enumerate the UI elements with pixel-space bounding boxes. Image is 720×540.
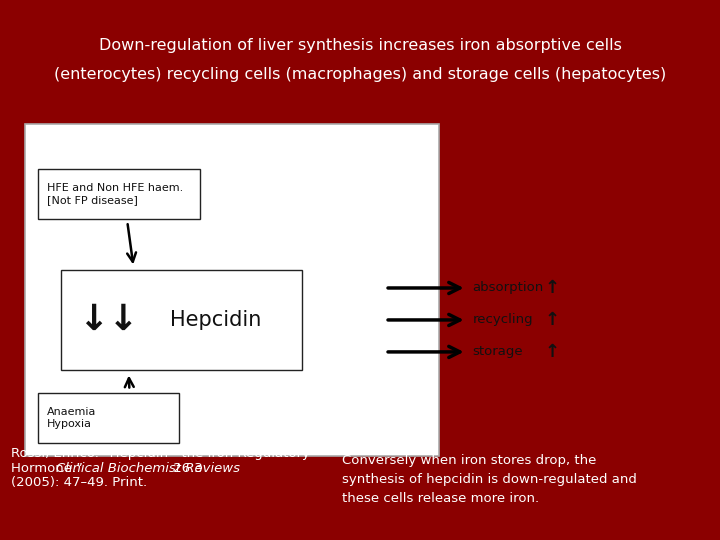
Text: Down-regulation of liver synthesis increases iron absorptive cells: Down-regulation of liver synthesis incre… (99, 38, 621, 53)
Text: (enterocytes) recycling cells (macrophages) and storage cells (hepatocytes): (enterocytes) recycling cells (macrophag… (54, 67, 666, 82)
FancyBboxPatch shape (38, 393, 179, 443)
Text: ↑: ↑ (544, 311, 559, 329)
Text: absorption: absorption (472, 281, 544, 294)
Text: storage: storage (472, 346, 523, 359)
Text: Anaemia
Hypoxia: Anaemia Hypoxia (47, 407, 96, 429)
Text: ↓↓: ↓↓ (78, 303, 138, 337)
Text: Hepcidin: Hepcidin (171, 310, 261, 330)
Text: ↑: ↑ (544, 279, 559, 297)
Text: HFE and Non HFE haem.
[Not FP disease]: HFE and Non HFE haem. [Not FP disease] (47, 183, 183, 205)
Text: recycling: recycling (472, 313, 533, 327)
Text: Clinical Biochemist Reviews: Clinical Biochemist Reviews (56, 462, 240, 475)
Text: (2005): 47–49. Print.: (2005): 47–49. Print. (11, 476, 147, 489)
FancyBboxPatch shape (25, 124, 439, 456)
FancyBboxPatch shape (38, 169, 200, 219)
Text: Rossi, Enrico. “Hepcidin - the Iron Regulatory: Rossi, Enrico. “Hepcidin - the Iron Regu… (11, 447, 310, 460)
Text: 26.3: 26.3 (169, 462, 203, 475)
Text: Hormone.”: Hormone.” (11, 462, 87, 475)
Text: ↑: ↑ (544, 343, 559, 361)
Text: Conversely when iron stores drop, the
synthesis of hepcidin is down-regulated an: Conversely when iron stores drop, the sy… (342, 454, 637, 504)
FancyBboxPatch shape (61, 270, 302, 370)
